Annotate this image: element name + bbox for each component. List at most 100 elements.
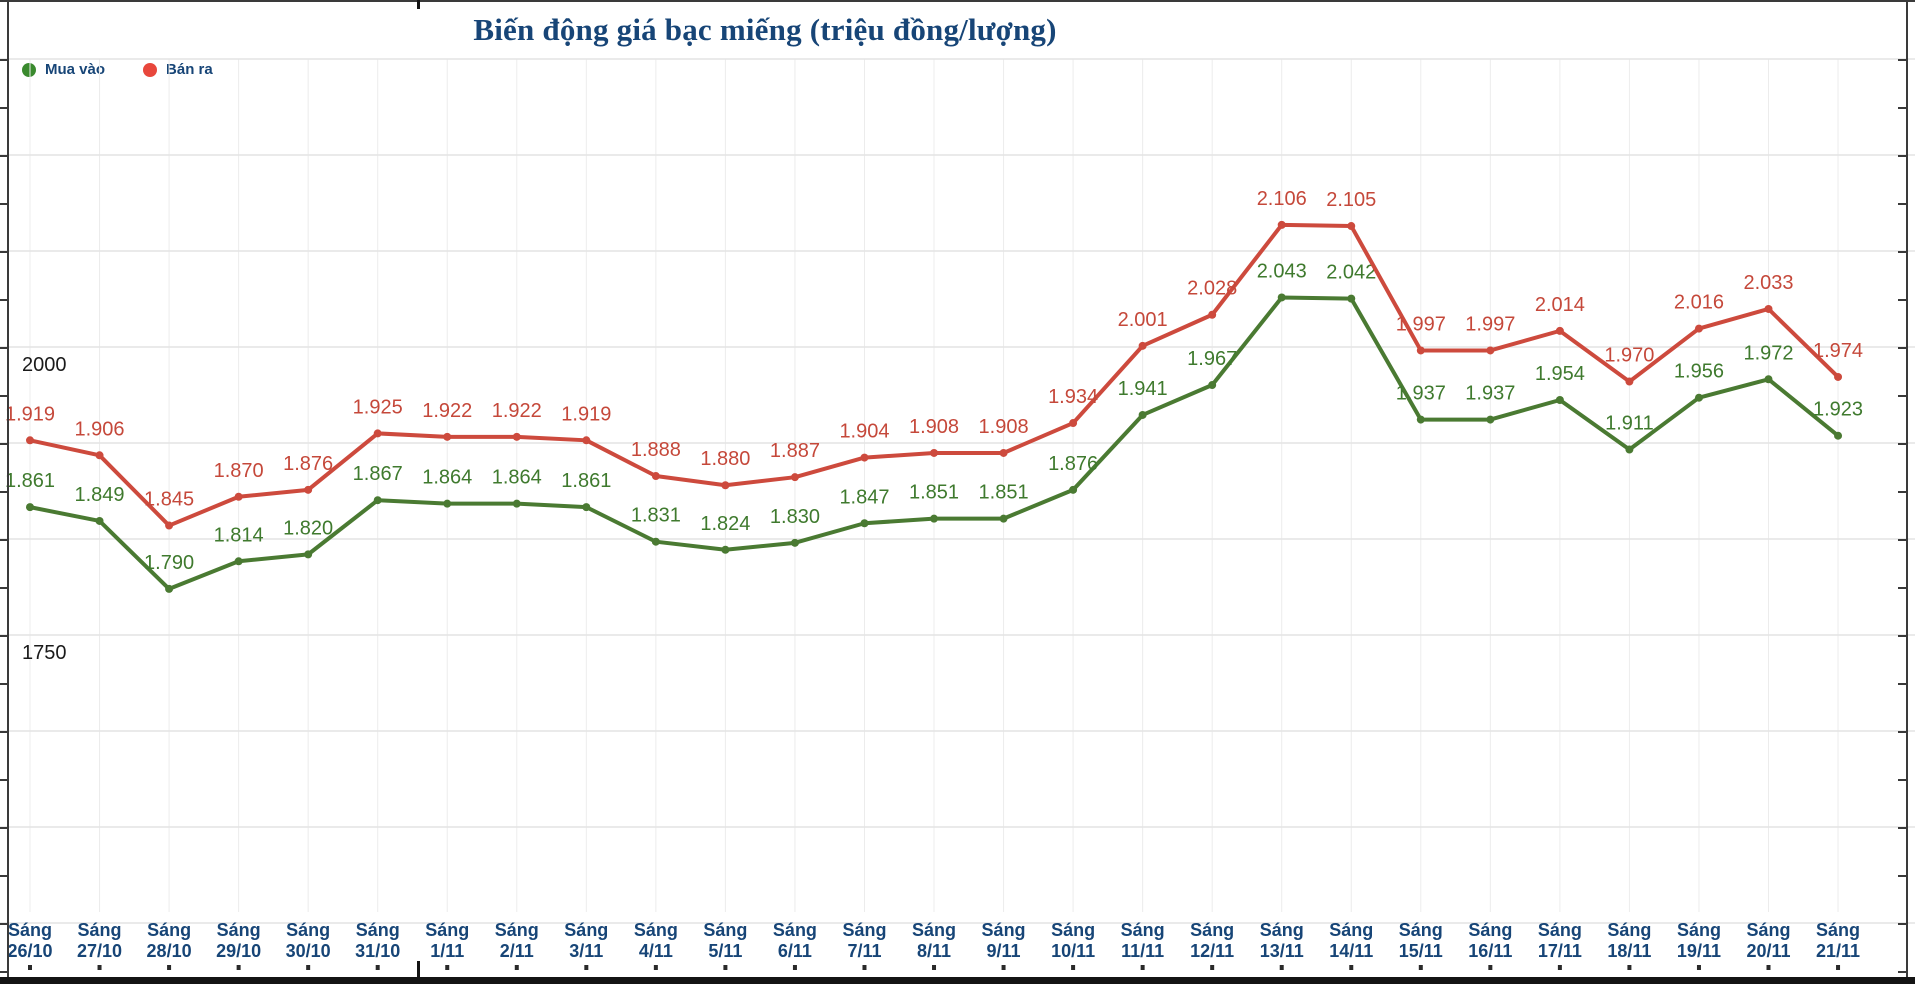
data-point-mua-vao[interactable] [26,503,34,512]
frame-tick [1898,155,1907,157]
frame-tick [1898,779,1907,781]
data-point-ban-ra[interactable] [1347,222,1356,231]
x-axis-label: Sáng 18/11 [1607,920,1651,961]
data-point-mua-vao[interactable] [1834,431,1843,440]
frame-tick [0,731,9,733]
x-axis-label: Sáng 7/11 [842,920,886,961]
data-label-mua-vao: 1.954 [1535,363,1585,385]
data-point-mua-vao[interactable] [790,538,799,547]
frame-tick [1898,443,1907,445]
frame-tick [1898,875,1907,877]
data-point-ban-ra[interactable] [860,453,869,462]
data-label-mua-vao: 1.867 [353,463,403,485]
data-point-ban-ra[interactable] [95,451,104,460]
data-point-ban-ra[interactable] [373,429,382,438]
data-point-mua-vao[interactable] [721,545,730,554]
scrollbar[interactable] [0,977,1915,984]
data-point-mua-vao[interactable] [95,516,104,525]
data-point-mua-vao[interactable] [1208,381,1217,390]
data-point-ban-ra[interactable] [1138,341,1147,350]
data-point-ban-ra[interactable] [1277,220,1286,229]
data-point-mua-vao[interactable] [582,503,591,512]
data-point-mua-vao[interactable] [373,496,382,505]
data-point-mua-vao[interactable] [1625,445,1634,454]
data-point-ban-ra[interactable] [1416,346,1425,355]
x-axis-tick [1210,965,1215,970]
frame-tick [1898,395,1907,397]
data-label-mua-vao: 1.864 [422,467,472,489]
data-point-ban-ra[interactable] [165,521,174,530]
x-axis-label: Sáng 31/10 [355,920,400,961]
data-point-ban-ra[interactable] [1555,326,1564,335]
data-point-mua-vao[interactable] [999,514,1008,523]
data-point-mua-vao[interactable] [234,557,243,566]
data-label-ban-ra: 1.919 [561,403,611,425]
data-point-ban-ra[interactable] [1625,377,1634,386]
data-point-mua-vao[interactable] [304,550,313,559]
data-point-ban-ra[interactable] [930,448,939,457]
x-axis-label: Sáng 28/10 [147,920,192,961]
data-label-ban-ra: 1.922 [492,400,542,422]
data-point-mua-vao[interactable] [512,499,521,508]
data-point-mua-vao[interactable] [1486,415,1495,424]
data-point-ban-ra[interactable] [1486,346,1495,355]
data-point-ban-ra[interactable] [1694,324,1703,333]
frame-tick [1898,635,1907,637]
x-axis-label: Sáng 3/11 [564,920,608,961]
legend-item-mua-vao[interactable]: Mua vào [22,61,105,78]
data-point-mua-vao[interactable] [1277,293,1286,302]
legend-dot-icon [143,62,158,77]
data-label-mua-vao: 1.937 [1396,383,1446,405]
legend-label: Bán ra [166,61,213,78]
data-point-ban-ra[interactable] [651,472,660,481]
data-label-mua-vao: 1.820 [283,517,333,539]
data-point-ban-ra[interactable] [999,448,1008,457]
frame-tick [1898,107,1907,109]
data-point-ban-ra[interactable] [721,481,730,490]
x-axis-tick [792,965,797,970]
frame-tick [1898,203,1907,205]
frame-tick [1898,251,1907,253]
data-point-mua-vao[interactable] [860,519,869,528]
data-point-ban-ra[interactable] [1834,372,1843,381]
data-point-ban-ra[interactable] [443,432,452,441]
x-axis-label: Sáng 5/11 [703,920,747,961]
data-point-ban-ra[interactable] [234,492,243,501]
data-point-ban-ra[interactable] [790,473,799,482]
x-axis-label: Sáng 26/10 [7,920,52,961]
data-point-ban-ra[interactable] [582,436,591,445]
frame-tick [0,107,9,109]
data-point-mua-vao[interactable] [1138,410,1147,419]
data-point-ban-ra[interactable] [1764,304,1773,313]
data-point-mua-vao[interactable] [1555,395,1564,404]
frame-tick [0,491,9,493]
data-label-ban-ra: 1.974 [1813,340,1863,362]
data-point-mua-vao[interactable] [1416,415,1425,424]
data-point-mua-vao[interactable] [930,514,939,523]
frame-tick [0,347,9,349]
data-point-mua-vao[interactable] [443,499,452,508]
data-label-ban-ra: 2.001 [1118,309,1168,331]
frame-tick [0,875,9,877]
data-label-ban-ra: 1.934 [1048,386,1098,408]
data-point-ban-ra[interactable] [26,436,34,445]
data-point-mua-vao[interactable] [1764,375,1773,384]
data-point-ban-ra[interactable] [1069,419,1078,428]
data-point-mua-vao[interactable] [1069,485,1078,494]
frame-tick [0,443,9,445]
data-point-ban-ra[interactable] [1208,310,1217,319]
x-axis-label: Sáng 9/11 [982,920,1026,961]
x-axis-tick [1349,965,1354,970]
legend-item-ban-ra[interactable]: Bán ra [143,61,213,78]
data-point-mua-vao[interactable] [1347,294,1356,303]
data-point-mua-vao[interactable] [651,537,660,546]
x-axis-tick [862,965,867,970]
data-point-mua-vao[interactable] [165,584,174,593]
data-point-ban-ra[interactable] [304,485,313,494]
x-axis-label: Sáng 4/11 [634,920,678,961]
data-point-ban-ra[interactable] [512,432,521,441]
x-axis-label: Sáng 6/11 [773,920,817,961]
data-point-mua-vao[interactable] [1694,393,1703,402]
x-axis-tick [1071,965,1076,970]
